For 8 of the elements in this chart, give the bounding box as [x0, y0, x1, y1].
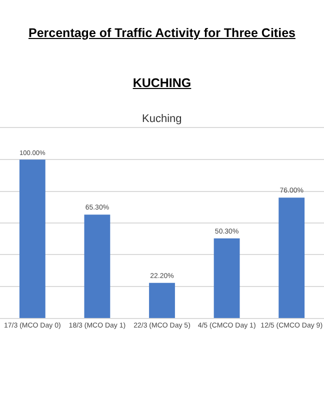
bar — [278, 198, 305, 318]
text: Kuching — [142, 113, 182, 125]
bar — [19, 160, 46, 318]
bar — [84, 214, 110, 318]
chart-subtitle: KUCHING — [132, 76, 192, 90]
bar — [214, 238, 240, 318]
chart-title: Percentage of Traffic Activity for Three Cities — [28, 26, 296, 40]
bar — [149, 282, 175, 318]
